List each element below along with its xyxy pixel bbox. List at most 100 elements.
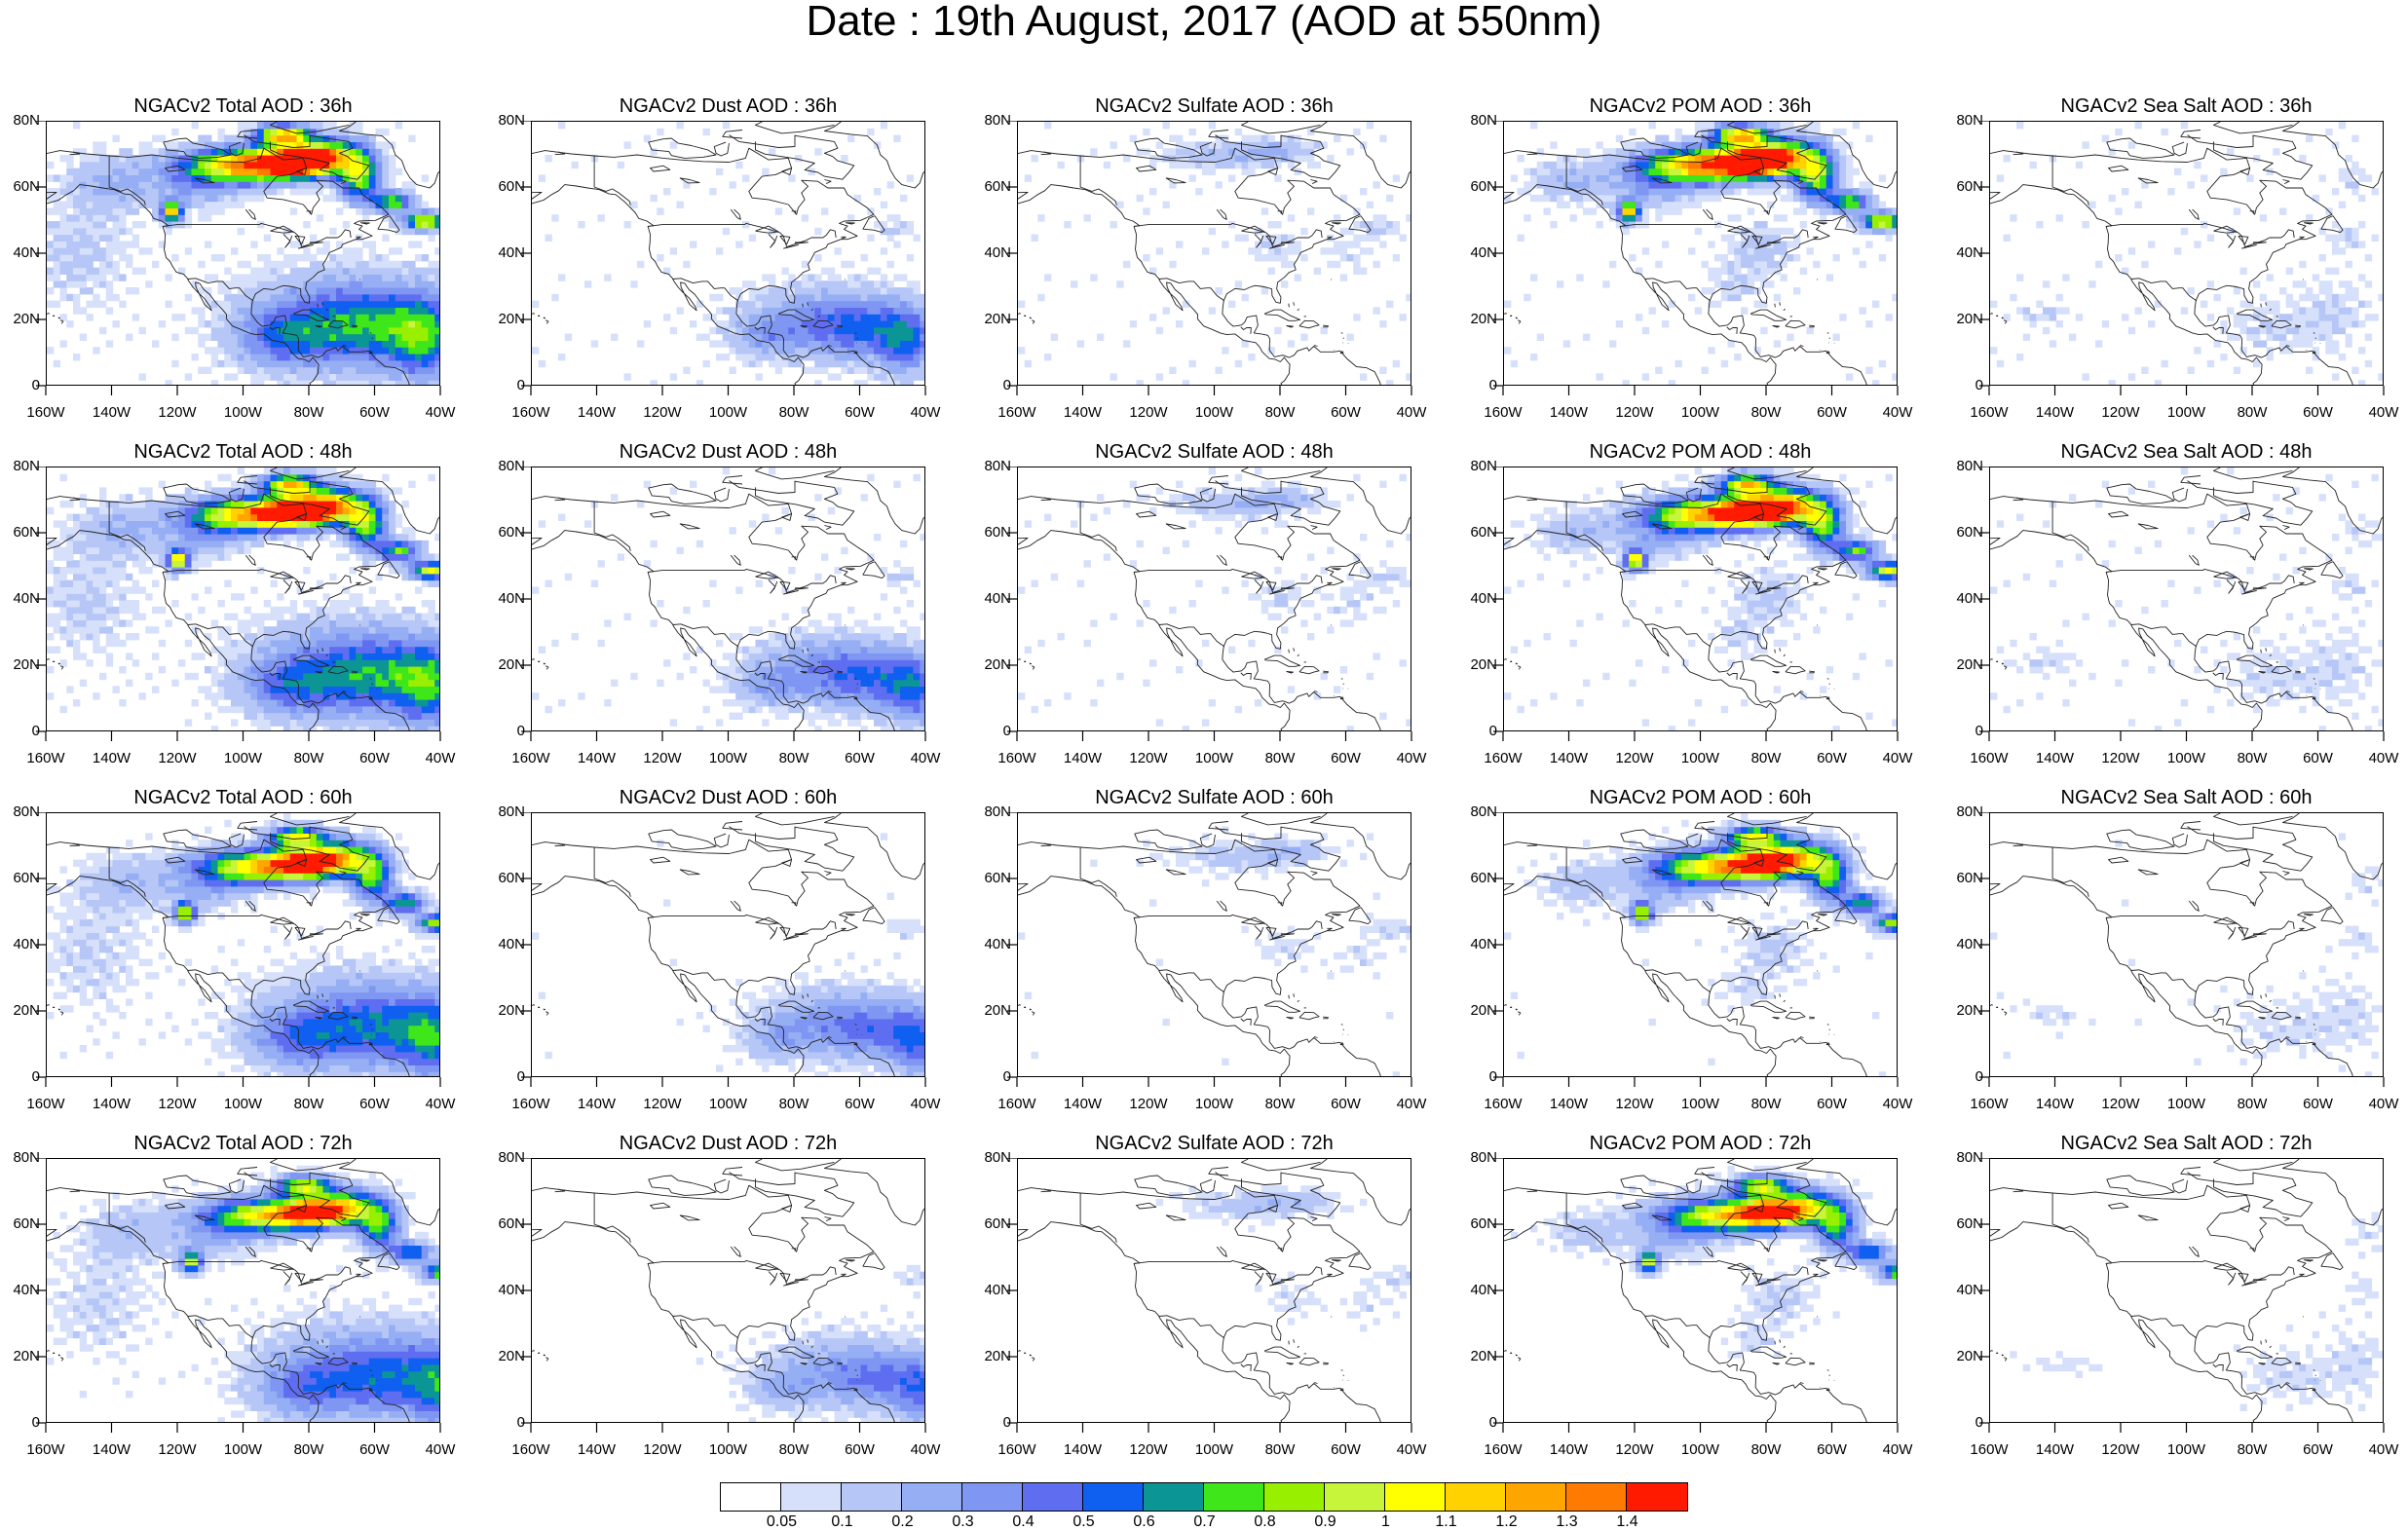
aod-cell [73,194,81,203]
aod-cell [1846,221,1854,229]
aod-cell [1176,148,1184,156]
aod-cell [408,134,416,142]
aod-cell [2345,293,2352,302]
aod-cell [2122,267,2129,275]
aod-cell [329,619,337,627]
aod-cell [86,600,94,608]
aod-cell [1155,373,1164,381]
aod-cell [79,653,88,660]
aod-cell [1248,148,1256,156]
aod-cell [1609,181,1617,189]
aod-cell [171,546,179,554]
aod-cell [1720,254,1729,262]
aod-cell [1708,122,1715,130]
aod-cell [112,188,120,196]
aod-cell [1806,128,1814,136]
aod-cell [1294,274,1301,281]
aod-cell [657,207,664,215]
aod-cell [329,366,337,374]
aod-cell [1090,274,1098,281]
coastline [777,309,815,321]
aod-cell [336,600,344,608]
aod-cell [769,307,776,315]
aod-cell [421,333,430,341]
coastlines [47,122,439,385]
aod-cell [1734,260,1742,269]
aod-cell [310,600,318,608]
aod-cell [1773,128,1782,136]
aod-cell [66,168,74,175]
aod-cell [53,201,61,208]
aod-cell [198,314,206,321]
aod-cell [132,579,140,587]
aod-cell [257,194,265,203]
aod-cell [126,573,133,581]
aod-cell [428,359,435,368]
aod-cell [112,274,120,281]
aod-cell [257,719,265,727]
aod-cell [755,373,763,381]
aod-cell [1504,300,1512,308]
aod-cell [1787,227,1794,236]
aod-cell [277,161,284,169]
aod-cell [289,487,298,495]
aod-cell [2227,307,2235,315]
aod-cell [860,280,868,288]
aod-cell [336,161,344,169]
aod-cell [349,626,357,634]
aod-cell [1734,214,1742,222]
aod-cell [860,354,868,361]
aod-cell [1793,134,1801,142]
aod-cell [1773,141,1782,149]
aod-cell [1760,122,1768,130]
aod-cell [73,534,81,541]
aod-cell [2352,293,2359,302]
aod-cell [283,326,291,335]
aod-cell [145,501,153,508]
coastline [1263,309,1301,321]
aod-cell [210,520,219,528]
aod-cell [336,347,344,355]
aod-cell [389,366,396,374]
aod-cell [1222,241,1229,248]
aod-cell [310,506,318,515]
aod-cell [827,280,836,288]
aod-cell [1787,161,1794,169]
aod-cell [205,586,212,594]
aod-cell [1780,155,1787,163]
aod-cell [2233,333,2241,341]
aod-cell [834,320,842,328]
aod-cell [59,227,67,236]
aod-cell [1820,188,1827,196]
aod-cell [165,560,172,568]
aod-cell [79,579,88,587]
aod-cell [310,122,318,130]
aod-cell [303,600,311,608]
aod-cell [244,699,251,707]
aod-cell [66,247,74,255]
aod-cell [401,194,409,203]
coastline [2282,179,2290,185]
aod-cell [886,373,894,381]
aod-cell [1799,161,1808,169]
aod-cell [112,168,120,175]
aod-cell [1406,293,1411,302]
coastline [853,351,858,355]
aod-cell [132,553,140,561]
aod-cell [1688,188,1696,196]
aod-cell [138,326,146,335]
aod-cell [1169,260,1177,269]
aod-cell [329,653,337,660]
aod-cell [342,287,351,295]
aod-cell [322,122,330,130]
aod-cell [1741,274,1749,281]
aod-cell [853,293,862,302]
aod-cell [283,380,291,385]
coastline [768,234,778,248]
coastline [2241,244,2257,249]
aod-cell [1839,188,1847,196]
aod-cell [310,287,318,295]
aod-cell [257,520,265,528]
aod-cell [1182,300,1190,308]
aod-cell [263,626,272,634]
